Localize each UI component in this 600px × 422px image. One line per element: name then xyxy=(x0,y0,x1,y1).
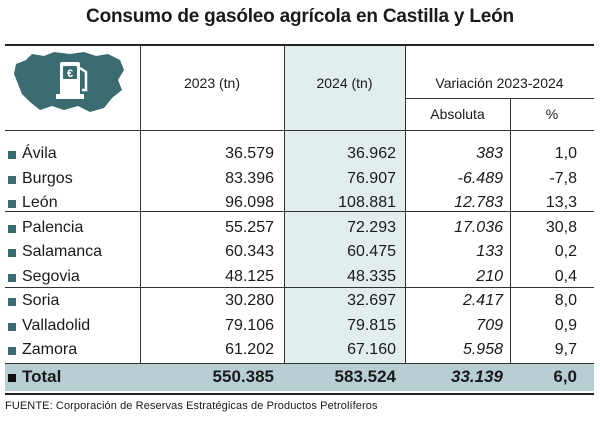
header-variation: Variación 2023-2024 xyxy=(435,75,564,91)
value-absolute: 2.417 xyxy=(462,292,503,309)
header-2024: 2024 (tn) xyxy=(316,75,373,91)
total-2023: 550.385 xyxy=(212,367,274,386)
bullet-square xyxy=(8,322,16,331)
header-2023: 2023 (tn) xyxy=(183,75,241,91)
value-2023: 96.098 xyxy=(225,194,274,211)
euro-symbol: € xyxy=(67,68,73,80)
value-2024: 72.293 xyxy=(347,218,396,236)
value-percent: 30,8 xyxy=(545,218,577,236)
value-percent: -7,8 xyxy=(549,169,577,187)
province-name: Segovia xyxy=(22,267,80,285)
bullet-square xyxy=(8,347,16,355)
bullet-square xyxy=(8,298,16,306)
column-divider xyxy=(284,46,285,363)
table-title: Consumo de gasóleo agrícola en Castilla … xyxy=(86,6,514,27)
value-2023: 36.579 xyxy=(225,145,274,162)
value-2023: 48.125 xyxy=(225,267,274,285)
value-2023: 79.106 xyxy=(225,316,274,334)
province-name: León xyxy=(22,194,58,211)
column-divider xyxy=(510,98,511,363)
value-absolute: 709 xyxy=(476,316,503,334)
value-2024: 60.475 xyxy=(347,243,396,260)
header-absolute: Absoluta xyxy=(430,106,485,122)
value-2024: 108.881 xyxy=(338,194,396,211)
value-absolute: 5.958 xyxy=(462,341,503,358)
value-percent: 9,7 xyxy=(554,341,577,358)
province-name: Valladolid xyxy=(22,316,91,334)
value-2024: 67.160 xyxy=(347,341,396,358)
year-2024-highlight xyxy=(284,46,405,363)
total-absolute: 33.139 xyxy=(451,367,503,386)
value-percent: 0,9 xyxy=(554,316,577,334)
value-absolute: 210 xyxy=(476,267,503,285)
province-name: Burgos xyxy=(22,169,73,187)
value-absolute: -6.489 xyxy=(457,169,503,187)
group-rule xyxy=(5,211,594,212)
bullet-square xyxy=(8,249,16,257)
subheader-rule xyxy=(405,98,594,99)
value-percent: 13,3 xyxy=(545,194,577,211)
province-name: Ávila xyxy=(22,145,57,162)
bullet-square xyxy=(8,175,16,184)
column-divider xyxy=(405,46,406,363)
column-divider xyxy=(140,46,141,363)
value-absolute: 12.783 xyxy=(454,194,503,211)
value-percent: 8,0 xyxy=(554,292,577,309)
group-rule xyxy=(5,287,594,288)
province-name: Palencia xyxy=(22,218,84,236)
bullet-square xyxy=(8,200,16,208)
fuel-pump-map-icon: € xyxy=(12,50,128,121)
header-percent: % xyxy=(545,106,559,122)
value-percent: 0,4 xyxy=(554,267,577,285)
value-2024: 79.815 xyxy=(347,316,396,334)
total-row-background xyxy=(5,364,594,391)
value-2023: 30.280 xyxy=(225,292,274,309)
value-2023: 61.202 xyxy=(225,341,274,358)
value-percent: 1,0 xyxy=(554,145,577,162)
province-name: Zamora xyxy=(22,341,78,358)
province-name: Soria xyxy=(22,292,60,309)
province-name: Salamanca xyxy=(22,243,103,260)
value-2024: 32.697 xyxy=(347,292,396,309)
table-frame xyxy=(5,44,594,395)
bullet-square xyxy=(8,273,16,282)
total-label: Total xyxy=(22,367,62,386)
header-rule xyxy=(5,130,594,131)
value-2024: 48.335 xyxy=(347,267,396,285)
total-percent: 6,0 xyxy=(553,367,577,386)
value-2024: 76.907 xyxy=(347,169,396,187)
value-2023: 83.396 xyxy=(225,169,274,187)
value-2024: 36.962 xyxy=(347,145,396,162)
bullet-square xyxy=(8,151,16,159)
total-rule xyxy=(5,363,594,364)
value-percent: 0,2 xyxy=(554,243,577,260)
value-absolute: 133 xyxy=(476,243,503,260)
total-2024: 583.524 xyxy=(334,367,396,386)
bullet-square xyxy=(8,374,16,382)
bullet-square xyxy=(8,224,16,233)
value-2023: 55.257 xyxy=(225,218,274,236)
value-absolute: 17.036 xyxy=(454,218,503,236)
value-2023: 60.343 xyxy=(225,243,274,260)
source-note: FUENTE: Corporación de Reservas Estratég… xyxy=(5,400,378,412)
value-absolute: 383 xyxy=(476,145,503,162)
